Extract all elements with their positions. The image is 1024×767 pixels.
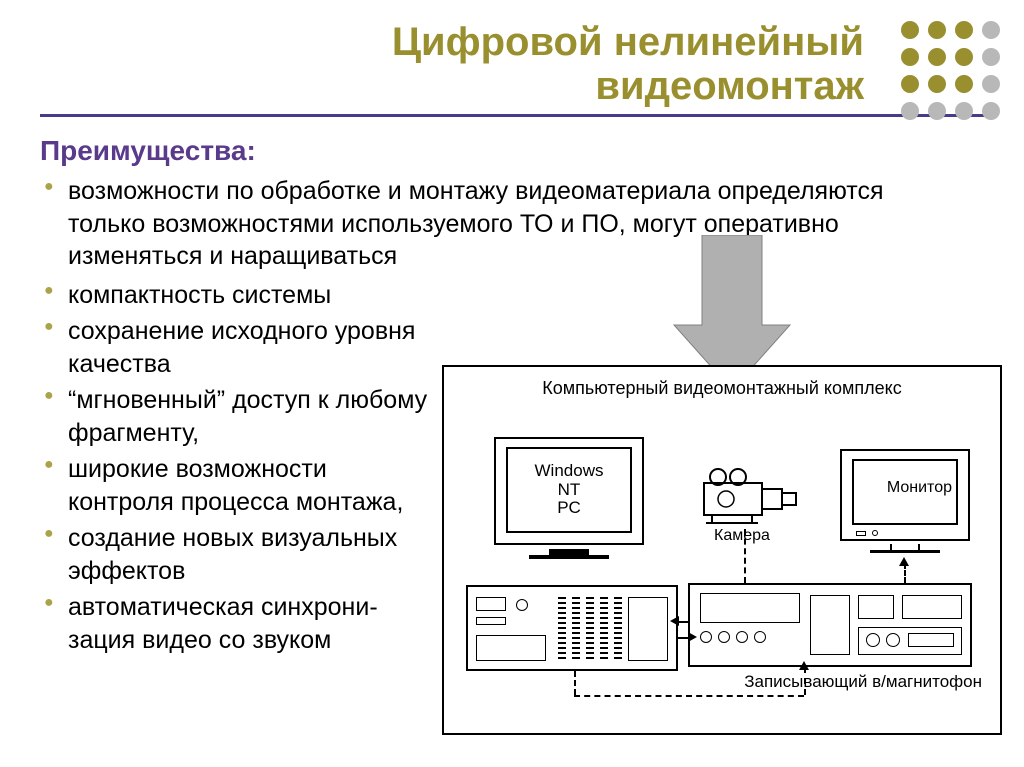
vcr-icon [688,583,972,667]
bullet-item: компактность системы [40,279,430,312]
subtitle: Преимущества: [40,135,994,167]
bullet-list-narrow: компактность системы сохранение исходног… [40,279,430,657]
bullet-item: создание новых визуальных эффектов [40,522,430,587]
bullet-item: сохранение исходного уровня качества [40,315,430,380]
system-unit [466,585,678,671]
computer-monitor: Windows NT PC [494,437,644,567]
slide: Цифровой нелинейный видеомонтаж Преимуще… [0,0,1024,767]
diagram-title: Компьютерный видеомонтажный комплекс [444,379,1000,399]
diagram-box: Компьютерный видеомонтажный комплекс Win… [442,365,1002,735]
monitor-label: Монитор [887,479,952,497]
bullet-item: “мгновенный” доступ к любому фрагменту, [40,384,430,449]
vcr-label: Записывающий в/магнитофон [744,673,982,692]
bullet-item: автоматическая синхрони-зация видео со з… [40,591,430,656]
computer-screen: Windows NT PC [506,447,632,533]
title-line1: Цифровой нелинейный [392,20,864,64]
monitor-icon [840,449,970,559]
title-line2: видеомонтаж [595,64,864,108]
slide-title: Цифровой нелинейный видеомонтаж [40,20,994,108]
title-underline [40,114,994,117]
camera-icon [696,467,806,527]
decoration-dots [896,16,1006,126]
diagram: Компьютерный видеомонтажный комплекс Win… [442,245,1002,735]
camera-label: Камера [714,527,770,545]
bullet-item: широкие возможности контроля процесса мо… [40,453,430,518]
